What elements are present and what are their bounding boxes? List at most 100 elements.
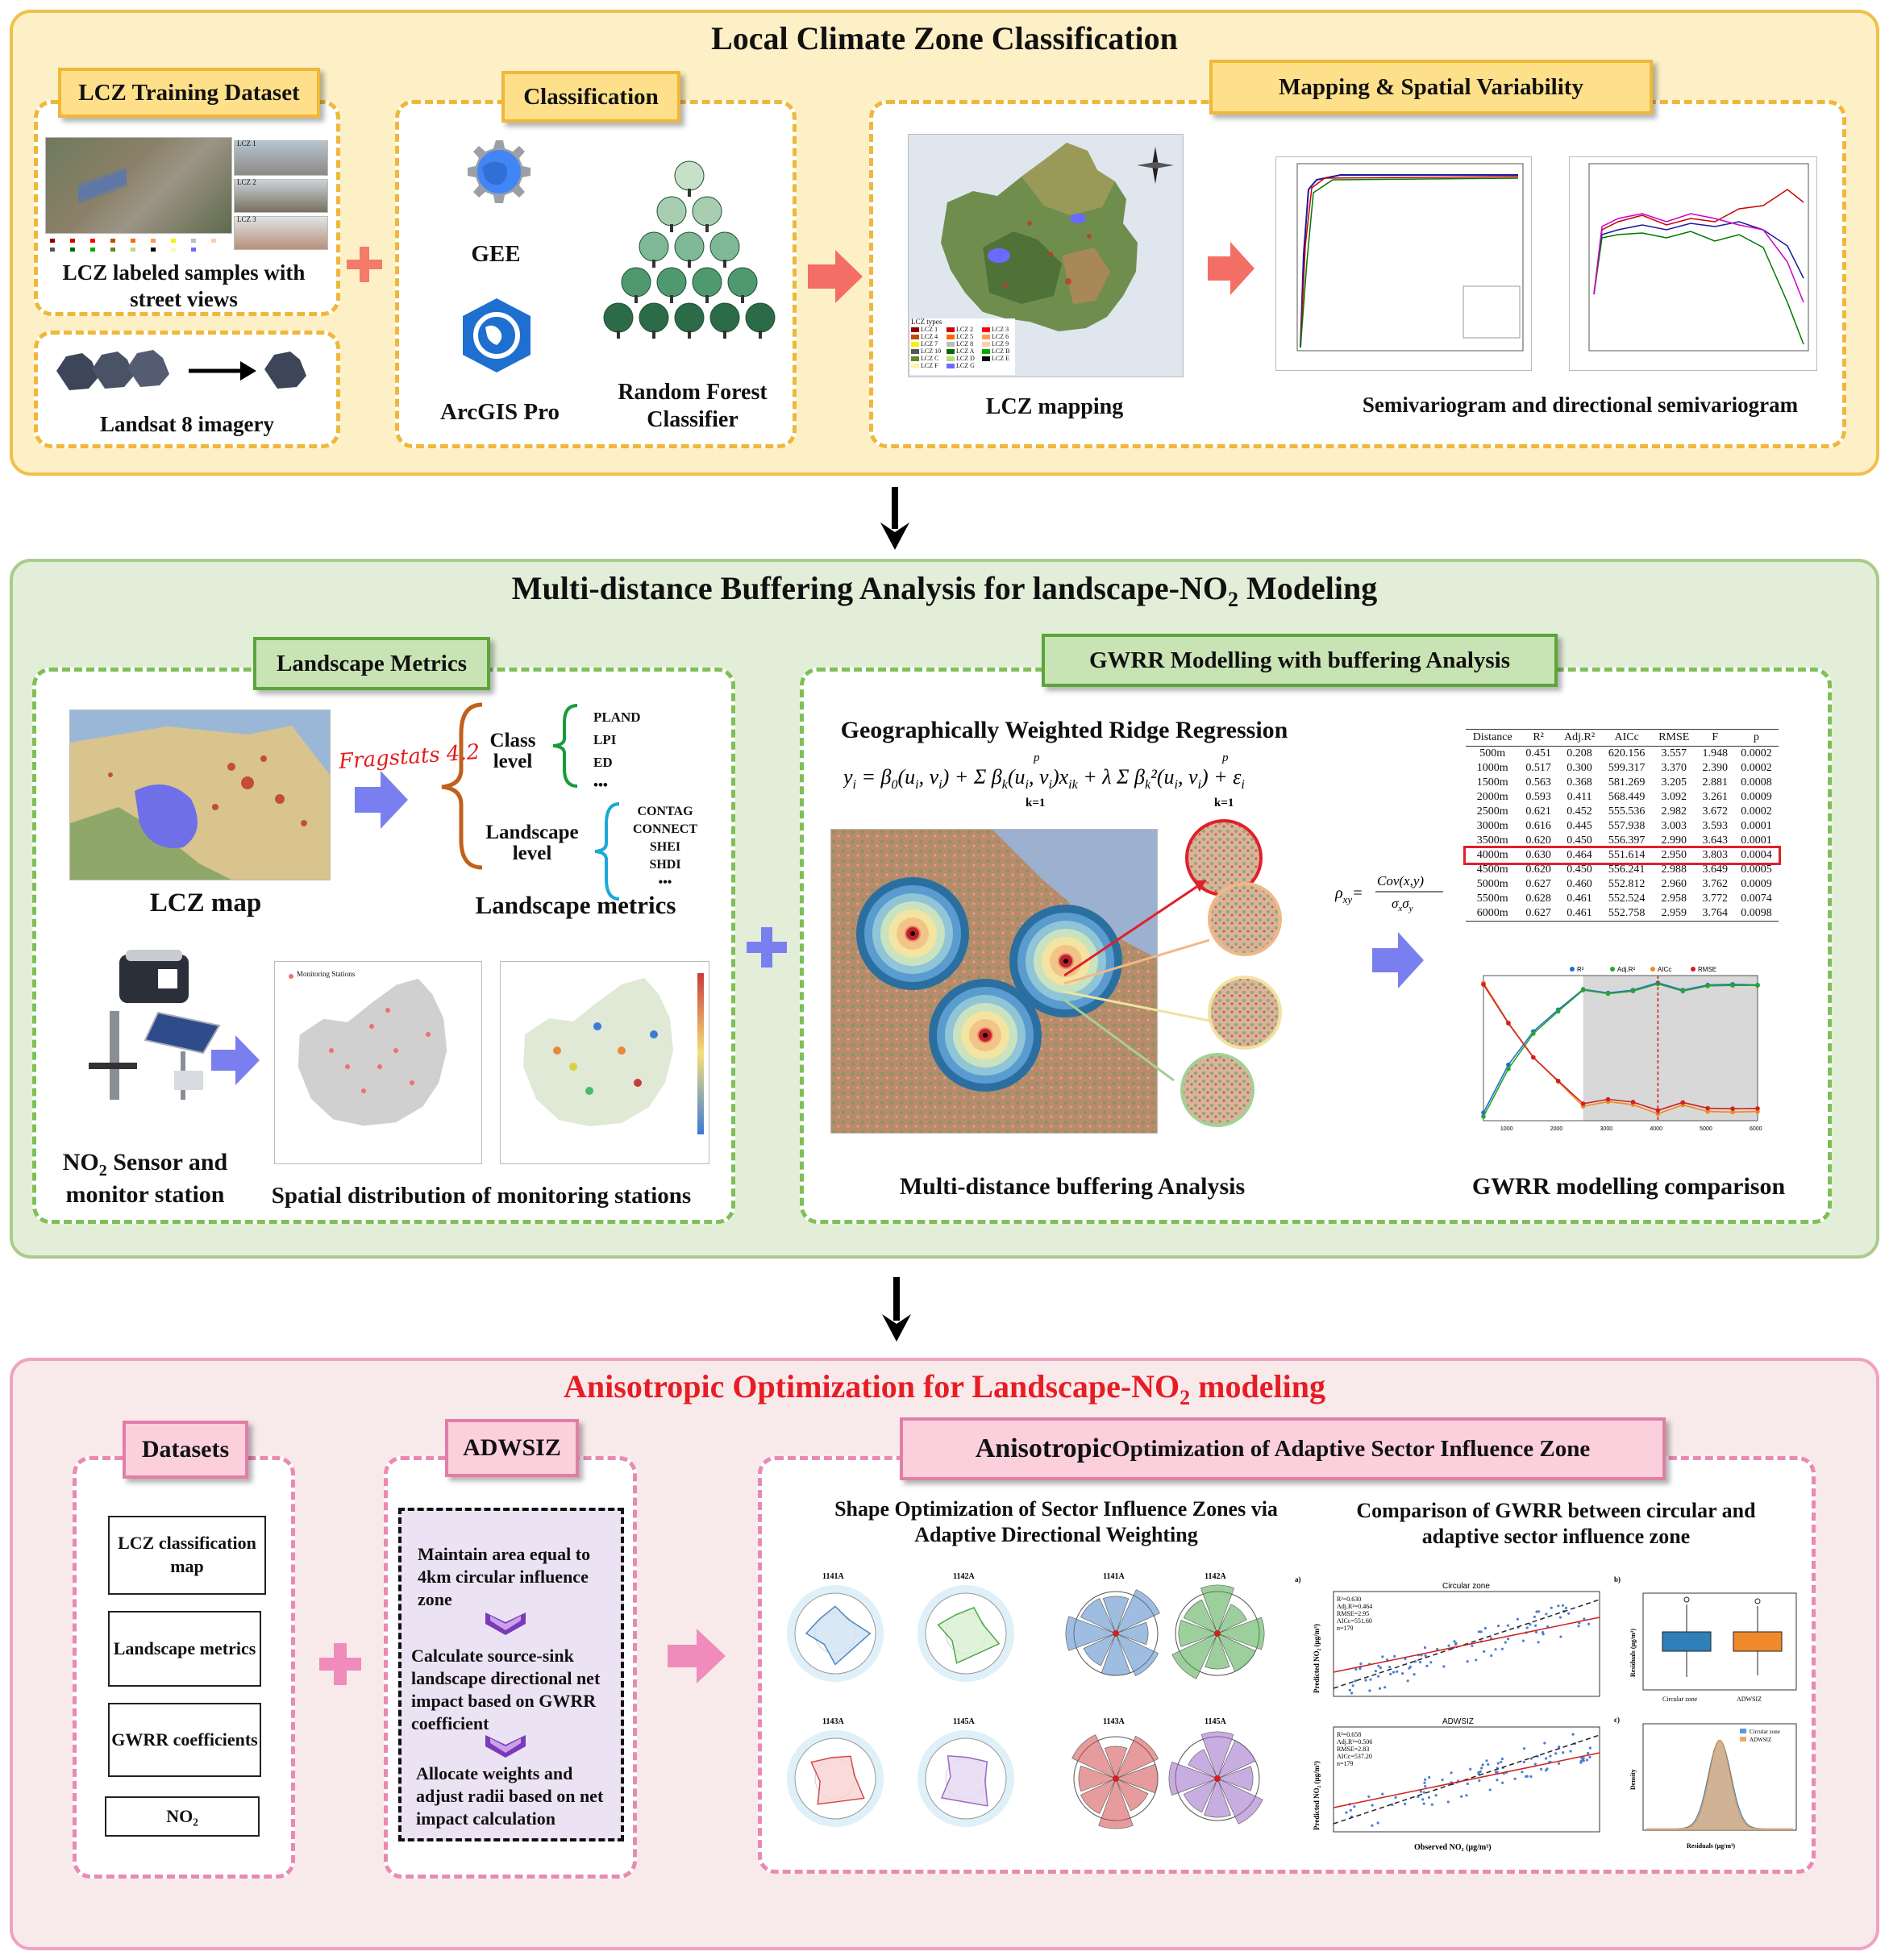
section3-title-main: Anisotropic Optimization for Landscape-N… <box>564 1368 1180 1404</box>
scatter-point <box>1404 1802 1407 1806</box>
table-cell: 0.616 <box>1525 820 1551 832</box>
tag-aniso-part-a: Anisotropic <box>975 1434 1113 1463</box>
table-row: 4500m 0.620 0.450 556.241 2.988 3.649 0.0005 <box>1466 863 1779 877</box>
tree-icon <box>727 267 758 298</box>
sector-wedge <box>1115 1763 1159 1794</box>
table-cell: 3.205 <box>1661 776 1687 789</box>
table-cell: 0.627 <box>1525 907 1551 919</box>
scatter-point <box>1475 1658 1478 1662</box>
legend-swatch <box>90 239 95 243</box>
lcz-legend-item: LCZ C <box>911 355 947 362</box>
scatter-point <box>1534 1630 1538 1633</box>
lcz-legend-item: LCZ F <box>911 362 947 369</box>
sector-wedge <box>1080 1598 1117 1634</box>
arrow-down-icon <box>880 487 909 550</box>
section2-title-main: Multi-distance Buffering Analysis for la… <box>511 570 1228 606</box>
table-cell: 4500m <box>1476 863 1508 876</box>
sector-wedge <box>1115 1778 1149 1812</box>
section3-title-sub: 2 <box>1180 1386 1191 1409</box>
scatter-point <box>1378 1687 1382 1690</box>
arcgis-pro-icon <box>463 298 531 372</box>
scatter-title: ADWSIZ <box>1442 1717 1474 1726</box>
scatter-point <box>1368 1689 1371 1692</box>
lcz-legend-swatch <box>911 356 919 361</box>
north-arrow-icon <box>1137 147 1174 184</box>
tag-gwrr-modelling: GWRR Modelling with buffering Analysis <box>1042 634 1558 687</box>
table-cell: 3.092 <box>1661 791 1687 803</box>
scatter-point <box>1441 1778 1444 1782</box>
scatter-point <box>1413 1660 1417 1663</box>
table-header-cell: R² <box>1519 729 1558 747</box>
series-line <box>1483 982 1758 1113</box>
sector-label: 1145A <box>1205 1717 1226 1726</box>
scatter-point <box>1369 1678 1372 1681</box>
table-cell: 3.764 <box>1702 907 1728 919</box>
series-point <box>1555 1078 1561 1084</box>
scatter-point <box>1417 1795 1420 1799</box>
scatter-point <box>1392 1671 1396 1674</box>
plus-icon <box>347 247 382 282</box>
scatter-stat: R²=0.658 <box>1337 1731 1361 1738</box>
table-cell: 0.368 <box>1567 776 1592 789</box>
residual-plots: Circular zone ADWSIZ b) Residuals (μg/m³) Ci… <box>1614 1575 1797 1850</box>
legend-swatch <box>70 239 75 243</box>
legend-swatch <box>70 248 75 252</box>
landsat-panel <box>34 331 340 448</box>
table-cell: 0.450 <box>1567 863 1592 876</box>
legend-swatch <box>50 248 55 252</box>
table-cell: 1000m <box>1476 762 1508 774</box>
table-cell: 0.445 <box>1567 820 1592 832</box>
lcz-legend-label: LCZ 6 <box>992 333 1009 340</box>
class-level-label: Class level <box>489 730 536 773</box>
table-cell: 552.758 <box>1608 907 1646 919</box>
sector-wedge <box>1101 1633 1131 1676</box>
table-cell: 500m <box>1479 747 1506 759</box>
scatter-xlabel: Observed NO₂ (μg/m³) <box>1414 1843 1492 1852</box>
map-legend-label: Monitoring Stations <box>297 970 356 978</box>
radar-label: 1145A <box>953 1717 975 1726</box>
legend-swatch <box>131 239 135 243</box>
scatter-point <box>1494 1771 1498 1774</box>
sector-wedge <box>1115 1736 1159 1779</box>
scatter-point <box>1465 1794 1468 1797</box>
table-cell: 3.370 <box>1661 762 1687 774</box>
legend-swatch <box>171 239 176 243</box>
lcz-legend-item: LCZ G <box>947 362 982 369</box>
table-cell: 3.593 <box>1702 820 1728 832</box>
scatter-point <box>1506 1637 1510 1641</box>
adwsiz-steps-box <box>398 1508 624 1841</box>
scatter-point <box>1479 1630 1483 1633</box>
lcz-legend-swatch <box>911 363 919 368</box>
series-point <box>1555 1009 1561 1014</box>
sector-wedge <box>1217 1604 1247 1634</box>
scatter-stat: AICc=551.60 <box>1337 1617 1372 1625</box>
scatter-stat: R²=0.630 <box>1337 1596 1361 1603</box>
radar-shape <box>805 1605 872 1666</box>
label-landsat: Landsat 8 imagery <box>100 412 274 436</box>
table-header-cell: AICc <box>1601 729 1652 747</box>
lcz-legend-item: LCZ B <box>982 347 1017 355</box>
monitoring-stations-map <box>274 961 482 1164</box>
sector-wedge <box>1078 1765 1117 1792</box>
table-cell: 2500m <box>1476 805 1508 818</box>
sector-wedge <box>1115 1589 1160 1634</box>
table-cell: 568.449 <box>1608 791 1646 803</box>
table-cell: 0.517 <box>1525 762 1551 774</box>
table-cell: 2.988 <box>1661 863 1687 876</box>
lcz-legend-label: LCZ 5 <box>956 333 974 340</box>
lcz-legend-item: LCZ 10 <box>911 347 947 355</box>
scatter-point <box>1389 1672 1392 1675</box>
sector-wedge <box>1083 1633 1117 1667</box>
scatter-point <box>1396 1670 1399 1673</box>
scatter-point <box>1496 1779 1499 1782</box>
lcz-legend-label: LCZ E <box>992 355 1009 362</box>
table-cell: 3.762 <box>1702 878 1728 890</box>
tree-icon <box>709 302 740 333</box>
series-point <box>1755 983 1760 988</box>
legend-swatch <box>151 248 156 252</box>
scatter-title: Circular zone <box>1442 1582 1490 1591</box>
scatter-stat: n=179 <box>1337 1625 1354 1632</box>
svg-text:k=1: k=1 <box>1214 797 1234 808</box>
svg-text:p: p <box>1033 751 1040 764</box>
